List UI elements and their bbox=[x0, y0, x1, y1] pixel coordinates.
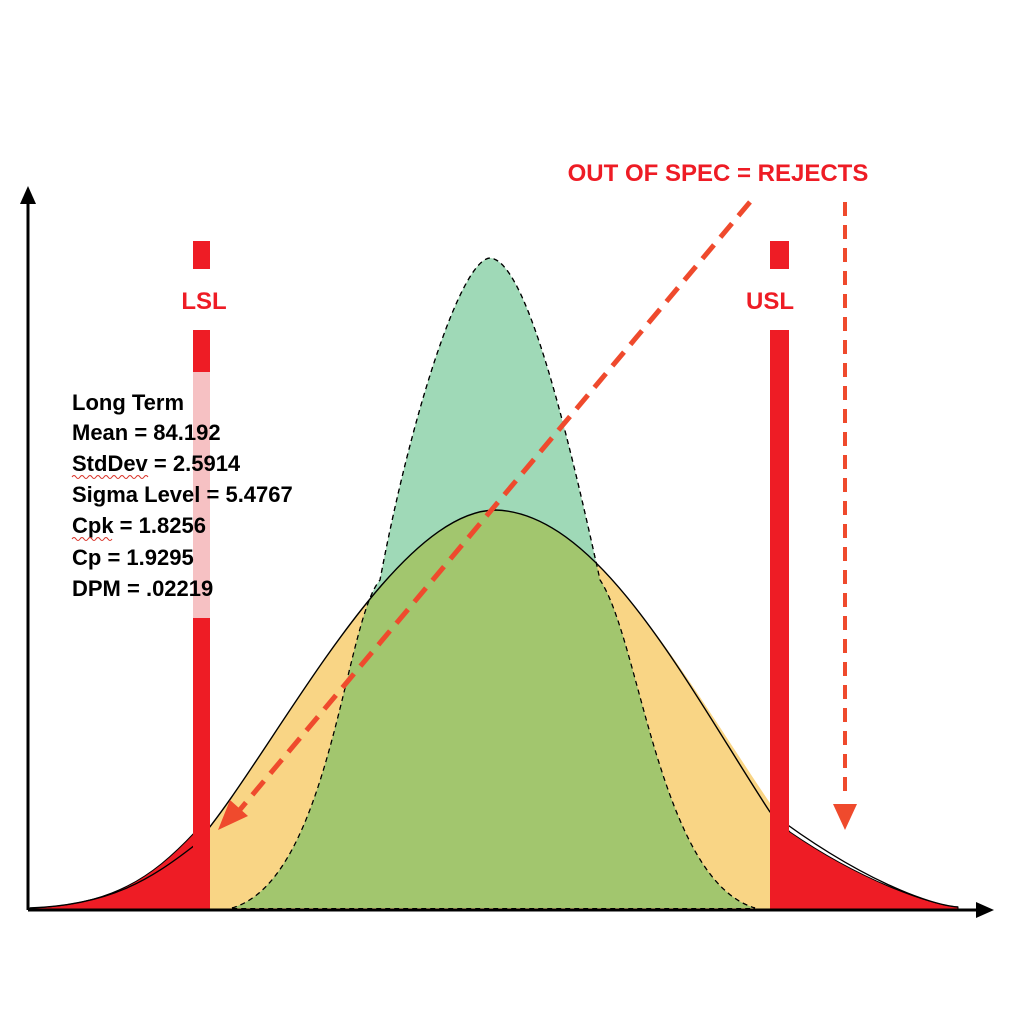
stats-line-cpk: Cpk = 1.8256 bbox=[72, 513, 206, 538]
distribution-overlap bbox=[232, 510, 755, 908]
spellcheck-squiggle-cpk bbox=[71, 537, 113, 541]
usl-label: USL bbox=[746, 288, 794, 315]
reject-annotation-title: OUT OF SPEC = REJECTS bbox=[568, 160, 869, 187]
diagonal-arrowhead bbox=[218, 800, 248, 830]
right-reject-tail bbox=[769, 810, 959, 911]
y-axis-arrowhead bbox=[20, 186, 36, 204]
axes bbox=[20, 186, 994, 918]
x-axis-arrowhead bbox=[976, 902, 994, 918]
stats-line-sigma-level: Sigma Level = 5.4767 bbox=[72, 482, 293, 507]
stats-line-cp: Cp = 1.9295 bbox=[72, 545, 194, 570]
stats-line-mean: Mean = 84.192 bbox=[72, 420, 221, 445]
stats-line-dpm: DPM = .02219 bbox=[72, 576, 213, 601]
usl-line bbox=[770, 241, 789, 910]
reject-arrows bbox=[218, 200, 857, 830]
diagonal-arrow-shaft bbox=[236, 200, 752, 814]
lsl-label: LSL bbox=[181, 288, 226, 315]
stats-block: Long Term Mean = 84.192 StdDev = 2.5914 … bbox=[72, 390, 293, 601]
left-reject-tail bbox=[29, 831, 211, 911]
spellcheck-squiggle-stddev bbox=[71, 475, 149, 479]
stats-line-stddev: StdDev = 2.5914 bbox=[72, 451, 241, 476]
lsl-line bbox=[193, 241, 210, 910]
vertical-arrowhead bbox=[833, 804, 857, 830]
stats-heading: Long Term bbox=[72, 390, 184, 415]
long-term-outline bbox=[29, 509, 959, 909]
